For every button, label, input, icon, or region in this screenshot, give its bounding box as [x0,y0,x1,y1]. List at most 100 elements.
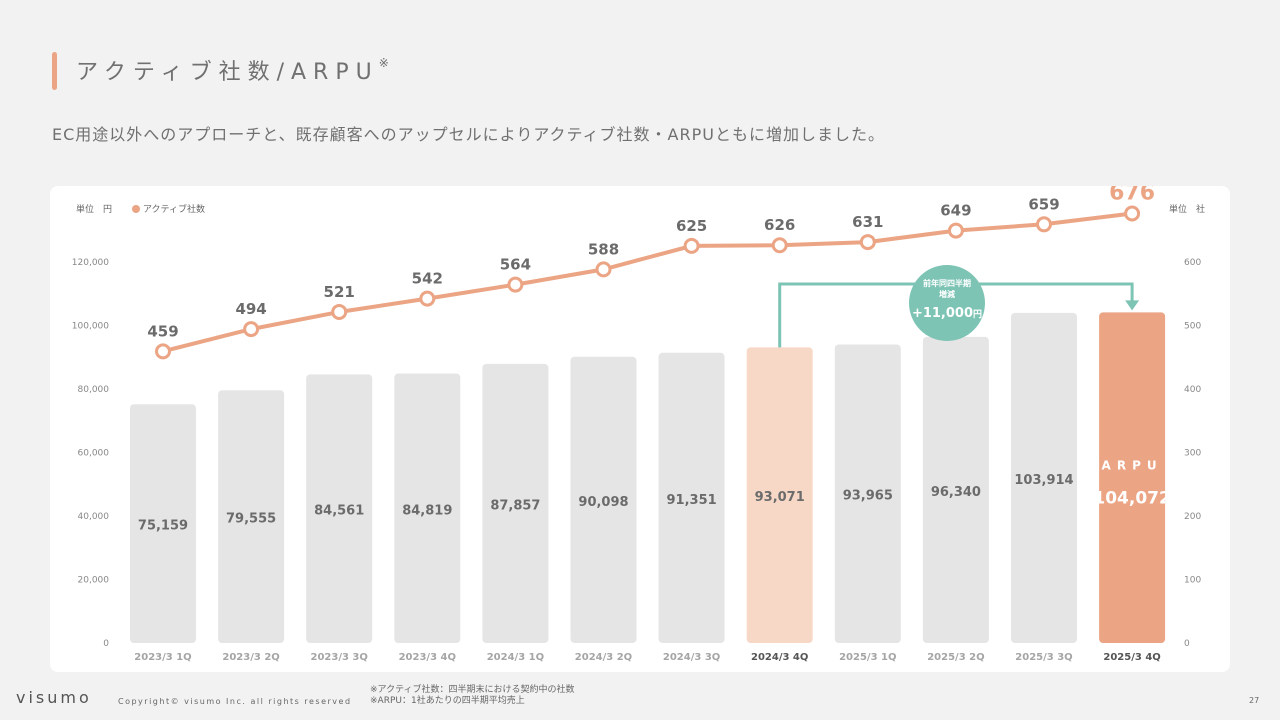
active-companies-label-0: 459 [147,322,178,340]
active-companies-label-8: 631 [852,213,883,231]
arpu-bar-2 [306,374,373,643]
arpu-bar-9 [922,336,989,643]
category-label-4: 2024/3 1Q [487,652,544,663]
active-companies-point-6 [683,237,700,254]
category-label-9: 2025/3 2Q [927,652,984,663]
arpu-bar-0 [130,404,196,643]
combo-chart: 75,159 79,555 84,561 84,819 87,857 90,098 91,3… [72,186,1205,663]
active-companies-line [162,211,1133,354]
left-axis-tick: 20,000 [78,575,110,585]
arpu-bar-label-11: 104,072 [1093,489,1170,509]
active-companies-point-9 [947,222,964,239]
category-label-2: 2023/3 3Q [311,652,368,663]
category-label-7: 2024/3 4Q [751,652,808,663]
bars-group: 75,159 79,555 84,561 84,819 87,857 90,098 91,3… [130,312,1171,643]
footer-logo: visumo [16,688,92,707]
left-axis-tick: 80,000 [78,385,110,395]
active-companies-point-5 [595,261,612,278]
arpu-bar-6 [658,352,725,643]
arpu-bar-10 [1011,312,1077,643]
arpu-bar-label-7: 93,071 [755,490,805,505]
active-companies-label-7: 626 [764,216,795,234]
page-title: アクティブ社数/ARPU※ [76,54,389,86]
active-companies-label-10: 659 [1028,195,1059,213]
left-axis-unit: 単位 円 [76,203,112,215]
arpu-bar-label-0: 75,159 [138,519,188,534]
active-companies-label-4: 564 [500,256,531,274]
arpu-bar-label-4: 87,857 [490,498,540,513]
legend-label: アクティブ社数 [143,203,205,215]
left-axis-tick: 120,000 [72,258,109,268]
left-axis-tick: 100,000 [72,321,109,331]
arpu-bar-7 [746,347,813,643]
active-companies-label-2: 521 [324,283,355,301]
active-companies-point-1 [243,321,260,338]
active-companies-point-0 [155,343,171,360]
active-companies-label-6: 625 [676,217,707,235]
left-axis-tick: 40,000 [78,512,110,522]
category-label-1: 2023/3 2Q [222,652,279,663]
right-axis-tick: 200 [1184,512,1201,522]
arpu-bar-label-10: 103,914 [1014,473,1073,488]
right-axis-tick: 400 [1184,385,1201,395]
arpu-bar-label-1: 79,555 [226,512,276,527]
category-label-11: 2025/3 4Q [1103,652,1160,663]
active-companies-label-5: 588 [588,240,619,258]
active-companies-label-11: 676 [1109,186,1155,205]
right-axis-tick: 500 [1184,321,1201,331]
arpu-bar-label-5: 90,098 [578,495,628,510]
right-axis-tick: 600 [1184,258,1201,268]
arpu-bar-label-8: 93,965 [843,489,893,504]
active-companies-point-2 [331,303,348,320]
yoy-badge-line1: 前年同四半期 [923,278,971,288]
page-title-mark: ※ [378,55,389,70]
active-companies-point-11 [1124,205,1141,222]
active-companies-point-8 [859,234,876,251]
title-accent-bar [52,52,57,90]
page-number: 27 [1249,696,1260,705]
category-label-0: 2023/3 1Q [134,652,191,663]
category-label-8: 2025/3 1Q [839,652,896,663]
right-axis-unit: 単位 社 [1169,203,1205,215]
yoy-badge [909,265,985,341]
footer-copyright: Copyright© visumo Inc. all rights reserv… [118,697,352,706]
arpu-bar-label-9: 96,340 [931,485,981,500]
category-label-3: 2023/3 4Q [399,652,456,663]
chart-card: 75,159 79,555 84,561 84,819 87,857 90,098 91,3… [50,186,1230,672]
legend-group: アクティブ社数 [132,203,205,215]
active-companies-point-3 [419,290,436,307]
page-title-text: アクティブ社数/ARPU [76,60,379,85]
arpu-bar-5 [570,356,637,643]
arpu-in-bar-label: ARPU [1102,459,1163,473]
page-subtitle: EC用途以外へのアプローチと、既存顧客へのアップセルによりアクティブ社数・ARP… [52,125,885,144]
arpu-bar-label-3: 84,819 [402,503,452,518]
arpu-bar-1 [218,390,285,643]
left-axis-tick: 0 [103,639,109,649]
line-group: 459 494 521 542 564 588 625 626 631 649 659 676 [147,186,1155,360]
active-companies-point-7 [771,237,788,254]
arpu-bar-3 [394,373,461,643]
footer-notes: ※アクティブ社数：四半期末における契約中の社数 ※ARPU：1社あたりの四半期平… [370,685,575,707]
category-label-6: 2024/3 3Q [663,652,720,663]
yoy-badge-value: +11,000円 [912,306,982,321]
active-companies-label-1: 494 [235,300,266,318]
active-companies-point-4 [507,276,524,293]
yoy-badge-line2: 増減 [939,289,955,299]
footer-note-1: ※アクティブ社数：四半期末における契約中の社数 [370,685,575,695]
arpu-bar-11 [1099,312,1166,643]
active-companies-label-9: 649 [940,202,971,220]
yoy-badge-unit: 円 [973,309,982,320]
footer-note-2: ※ARPU：1社あたりの四半期平均売上 [370,696,525,706]
arpu-bar-label-6: 91,351 [667,493,717,508]
right-axis-tick: 0 [1184,639,1190,649]
category-label-5: 2024/3 2Q [575,652,632,663]
left-axis-tick: 60,000 [78,448,110,458]
right-axis-tick: 100 [1184,575,1201,585]
arpu-bar-4 [482,363,549,643]
active-companies-label-3: 542 [412,270,443,288]
category-label-10: 2025/3 3Q [1015,652,1072,663]
legend-swatch [132,205,140,213]
right-axis-tick: 300 [1184,448,1201,458]
yoy-arrowhead [1125,300,1140,311]
